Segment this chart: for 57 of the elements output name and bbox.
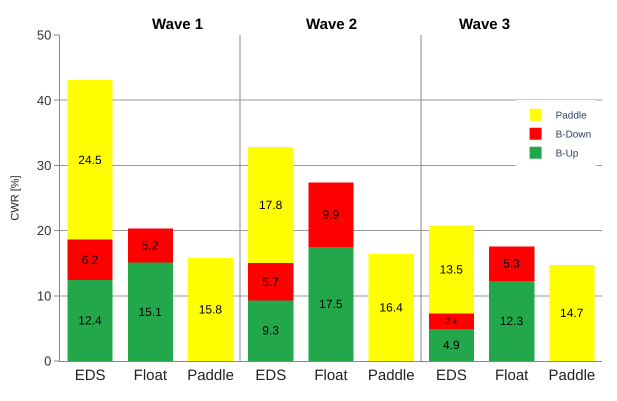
legend-label: B-Down — [556, 130, 592, 141]
bar — [128, 262, 173, 361]
bar — [248, 263, 294, 300]
data-label: 17.5 — [319, 296, 343, 311]
data-label: 16.4 — [379, 300, 404, 315]
bar — [68, 280, 113, 361]
chart-title: Wave 2 — [306, 16, 358, 33]
bar — [248, 147, 294, 264]
bar — [428, 225, 474, 314]
bar — [308, 246, 354, 361]
bar — [188, 258, 234, 361]
data-label: 17.8 — [258, 198, 283, 212]
bar — [368, 254, 414, 361]
y-tick-label: 0 — [44, 354, 52, 369]
data-label: 9.9 — [322, 208, 340, 222]
y-tick-label: 30 — [36, 158, 52, 173]
bar — [489, 246, 534, 281]
x-tick-label: Paddle — [548, 367, 596, 384]
data-label: 13.5 — [440, 262, 464, 276]
y-tick-label: 50 — [36, 28, 52, 43]
data-label: 5.3 — [503, 256, 520, 271]
bar — [128, 228, 173, 263]
data-label: 14.7 — [560, 306, 584, 320]
x-tick-label: Float — [494, 367, 530, 384]
x-tick-label: EDS — [74, 367, 106, 384]
data-label: 15.1 — [138, 304, 162, 319]
data-label: 9.3 — [262, 324, 280, 338]
y-axis-title: CWR [%] — [10, 175, 22, 221]
x-tick-label: Paddle — [187, 367, 234, 384]
data-label: 24.5 — [78, 152, 102, 167]
x-tick-label: EDS — [436, 367, 467, 384]
x-tick-label: Float — [314, 367, 348, 384]
bar — [308, 182, 354, 247]
y-tick-label: 10 — [36, 288, 52, 304]
data-label: 12.3 — [500, 314, 524, 328]
data-label: 6.2 — [82, 252, 99, 267]
legend-label: Paddle — [556, 110, 588, 122]
x-tick-label: Float — [134, 367, 168, 384]
chart-title: Wave 3 — [459, 16, 510, 33]
data-label: 5.2 — [142, 238, 159, 253]
bar — [68, 80, 113, 240]
bar — [428, 329, 474, 361]
bar — [489, 280, 534, 361]
x-tick-label: Paddle — [368, 367, 415, 384]
y-tick-label: 20 — [36, 223, 52, 238]
x-tick-label: EDS — [255, 367, 286, 384]
data-label: 12.4 — [78, 314, 102, 328]
bar — [248, 300, 294, 361]
legend-label: B-Up — [556, 148, 579, 160]
data-label: 15.8 — [198, 302, 222, 316]
data-label: 5.7 — [262, 274, 280, 289]
bar — [68, 240, 113, 280]
bar — [428, 313, 474, 330]
data-label: 4.9 — [442, 338, 460, 352]
chart-title: Wave 1 — [152, 16, 204, 33]
y-tick-label: 40 — [36, 92, 52, 108]
bar — [549, 265, 594, 361]
